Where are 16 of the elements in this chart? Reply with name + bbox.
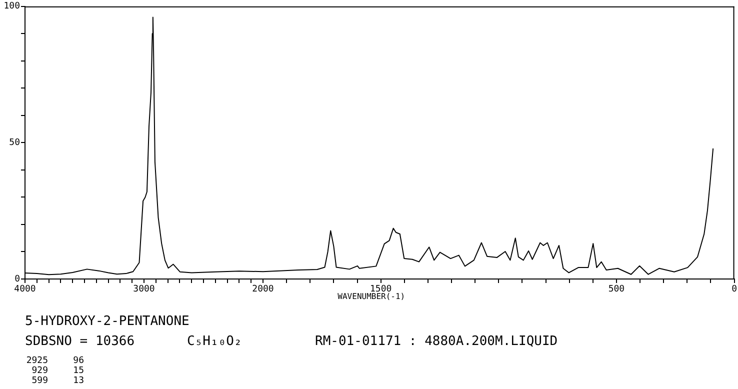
- text: 929 15: [32, 366, 84, 376]
- text: SDBSNO = 10366: [25, 334, 135, 349]
- x-tick-label: 4000: [14, 284, 36, 295]
- x-axis-title: WAVENUMBER(-1): [338, 292, 406, 302]
- x-tick-label: 0: [732, 284, 737, 295]
- text: 2925 96: [26, 356, 84, 366]
- text: 5-HYDROXY-2-PENTANONE: [25, 314, 190, 329]
- text: RM-01-01171 : 4880A.200M.LIQUID: [315, 334, 558, 349]
- text: C₅H₁₀O₂: [187, 334, 242, 349]
- x-tick-label: 2000: [252, 284, 274, 295]
- x-tick-label: 3000: [133, 284, 155, 295]
- text: 599 13: [32, 376, 84, 386]
- y-tick-label: 0: [14, 274, 20, 284]
- y-tick-label: 50: [9, 138, 20, 148]
- x-tick-label: 500: [608, 284, 625, 295]
- y-tick-label: 100: [4, 2, 20, 12]
